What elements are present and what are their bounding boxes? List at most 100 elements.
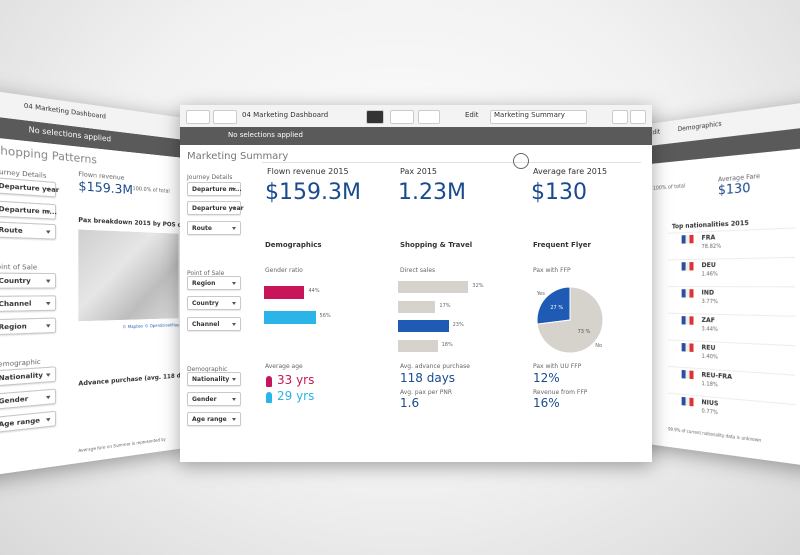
filter-group-label: Journey Details	[187, 174, 233, 181]
filter-box[interactable]: Route	[0, 221, 57, 240]
bar	[264, 311, 316, 324]
sheet-name: Marketing Summary	[494, 111, 565, 119]
country-code: IND	[701, 289, 715, 297]
filter-box[interactable]: Departure year	[187, 201, 244, 215]
country-code: NIUS	[701, 398, 719, 408]
filter-group-label: Point of Sale	[187, 270, 225, 277]
filter-box[interactable]: Region	[0, 317, 57, 336]
main-sheet: 04 Marketing Dashboard Edit Marketing Summ…	[180, 105, 652, 462]
kpi-value: $130	[717, 180, 751, 198]
person-icon	[266, 376, 272, 387]
pie-slice	[536, 286, 571, 325]
country-code: FRA	[701, 233, 716, 242]
share-value: 1.18%	[701, 380, 718, 389]
chart-note: Average fare on Summer is represented by	[78, 436, 166, 454]
slice-label: 27 %	[550, 304, 564, 311]
selection-bar: No selections applied	[180, 127, 652, 145]
slice-label: 73 %	[577, 329, 591, 335]
country-code: ZAF	[701, 316, 715, 325]
chart-title: Pax breakdown 2015 by POS city	[78, 216, 186, 230]
row-divider	[668, 286, 796, 288]
section-title: Shopping & Travel	[400, 241, 473, 249]
age-value: 33 yrs	[277, 373, 315, 387]
filter-box[interactable]: Departure m...	[187, 182, 242, 196]
kpi-note: 100% of total	[652, 183, 686, 192]
bar	[398, 340, 438, 352]
share-value: 1.46%	[701, 271, 718, 278]
kpi-note: 100.0% of total	[132, 185, 170, 195]
filter-box[interactable]: Nationality	[0, 366, 57, 387]
metric-value: 16%	[533, 396, 560, 410]
prev-button[interactable]	[612, 110, 628, 124]
menu-button[interactable]	[213, 110, 237, 124]
flag	[681, 289, 694, 298]
bar	[398, 301, 436, 313]
filter-box[interactable]: Country	[0, 272, 57, 289]
present-button[interactable]	[390, 110, 414, 124]
kpi-value: 1.23M	[398, 180, 466, 205]
share-value: 78.82%	[701, 243, 722, 251]
filter-box[interactable]: Channel	[187, 317, 241, 331]
filter-box[interactable]: Country	[187, 296, 241, 310]
filter-box[interactable]: Gender	[187, 392, 241, 406]
pie-slice	[536, 286, 604, 354]
chart-title: Advance purchase (avg. 118 days)	[78, 371, 186, 388]
device-button[interactable]	[418, 110, 440, 124]
metric-label: Revenue from FFP	[533, 389, 588, 396]
share-value: 3.44%	[701, 326, 718, 334]
filter-box[interactable]: Route	[187, 221, 241, 235]
filter-box[interactable]: Age range	[187, 412, 241, 426]
section-title: Demographics	[265, 241, 322, 249]
metric-label: Avg. pax per PNR	[400, 389, 453, 396]
selection-text: No selections applied	[228, 131, 303, 139]
filter-box[interactable]: Departure year	[0, 176, 59, 198]
sheet-title: Shopping Patterns	[0, 144, 97, 167]
filter-box[interactable]: Nationality	[187, 372, 241, 386]
value-label: 32%	[472, 283, 484, 289]
kpi-label: Flown revenue 2015	[267, 167, 349, 176]
slice-name: No	[595, 342, 603, 349]
share-value: 3.77%	[701, 298, 718, 306]
person-icon	[266, 392, 272, 403]
sheet-selector[interactable]	[490, 110, 587, 124]
kpi-label: Pax 2015	[400, 167, 438, 176]
filter-box[interactable]: Age range	[0, 410, 57, 434]
chart-label: Gender ratio	[265, 267, 303, 274]
app-name: 04 Marketing Dashboard	[23, 102, 106, 121]
snapshot-button[interactable]	[366, 110, 384, 124]
filter-box[interactable]: Departure m...	[0, 200, 57, 220]
flag	[681, 316, 694, 325]
kpi-value: $130	[531, 180, 587, 205]
next-button[interactable]	[630, 110, 646, 124]
metric-value: 12%	[533, 371, 560, 385]
section-title: Frequent Flyer	[533, 241, 591, 249]
flag	[681, 234, 694, 244]
filter-box[interactable]: Channel	[0, 295, 57, 313]
expand-icon[interactable]	[513, 153, 529, 169]
bar	[398, 281, 469, 293]
edit-button[interactable]: Edit	[465, 111, 479, 119]
flag	[681, 343, 694, 352]
filter-box[interactable]: Gender	[0, 388, 57, 410]
kpi-value: $159.3M	[265, 180, 361, 205]
value-label: 56%	[319, 313, 331, 319]
age-value: 29 yrs	[277, 389, 315, 403]
sheet-title: Marketing Summary	[187, 151, 289, 162]
app-name: 04 Marketing Dashboard	[242, 111, 329, 119]
list-footer: 99.9% of current nationality data is unk…	[668, 426, 762, 443]
chart-label: Average age	[265, 363, 303, 370]
country-code: DEU	[701, 261, 716, 270]
value-label: 18%	[441, 342, 453, 348]
filter-box[interactable]: Region	[187, 276, 241, 290]
metric-label: Pax with UU FFP	[533, 363, 582, 370]
kpi-label: Average fare 2015	[533, 167, 608, 176]
selection-tool[interactable]	[186, 110, 210, 124]
map-credit: © Mapbox © OpenStreetMap	[122, 322, 180, 330]
map	[78, 229, 179, 322]
right-sheet: Edit Demographics 100% of total Average Fa…	[640, 97, 800, 471]
value-label: 44%	[308, 288, 320, 294]
filter-group-label: Demographic	[187, 366, 228, 373]
metric-value: 118 days	[400, 371, 456, 385]
filter-group-label: Point of Sale	[0, 263, 38, 272]
